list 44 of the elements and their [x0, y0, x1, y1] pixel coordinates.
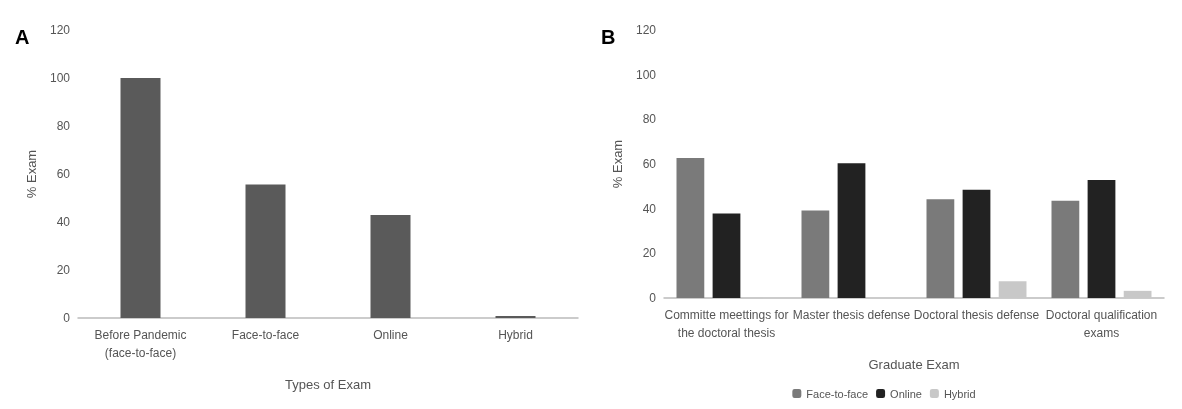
y-tick-label: 100 [635, 67, 657, 82]
x-tick-label: Face-to-face [231, 328, 300, 342]
y-tick-label: 0 [649, 291, 657, 305]
y-tick-label: 40 [56, 215, 71, 229]
chart-title: B [601, 26, 616, 48]
chart-title: A [15, 26, 30, 48]
y-tick-label: 60 [56, 167, 71, 181]
bar [676, 157, 705, 298]
y-axis-title: % Exam [610, 139, 625, 189]
bar [962, 189, 991, 298]
y-tick-label: 80 [56, 119, 71, 133]
bar [837, 163, 866, 298]
x-tick-label: Online [373, 328, 409, 342]
legend-label: Face-to-face [806, 387, 869, 400]
y-tick-label: 20 [56, 263, 71, 277]
x-tick-label: Committe meettings for the doctoral thesis [664, 308, 789, 340]
y-tick-label: 40 [642, 201, 657, 216]
y-tick-label: 0 [63, 311, 71, 325]
bar [245, 184, 286, 318]
y-tick-label: 20 [642, 246, 657, 261]
x-tick-label: Doctoral qualification exams [1045, 308, 1158, 340]
bar [120, 78, 161, 318]
x-tick-label: Master thesis defense [792, 308, 911, 322]
y-axis-title: % Exam [24, 149, 39, 199]
bar [1087, 180, 1116, 298]
bar [370, 215, 411, 318]
bar [926, 199, 955, 298]
x-tick-label: Before Pandemic (face-to-face) [94, 328, 187, 360]
legend-label: Online [890, 387, 922, 400]
legend-label: Hybrid [943, 387, 976, 400]
x-tick-label: Hybrid [498, 328, 533, 342]
y-tick-label: 120 [635, 23, 657, 37]
bar [998, 281, 1027, 298]
x-tick-label: Doctoral thesis defense [913, 308, 1040, 322]
x-axis-title: Graduate Exam [868, 357, 960, 372]
bar [801, 210, 830, 298]
bar [712, 213, 741, 298]
y-tick-label: 60 [642, 157, 657, 171]
x-axis-title: Types of Exam [285, 377, 371, 392]
bar [1051, 200, 1080, 298]
y-tick-label: 100 [49, 71, 71, 85]
bar [1123, 290, 1152, 298]
y-tick-label: 80 [642, 112, 657, 127]
y-tick-label: 120 [49, 23, 71, 37]
